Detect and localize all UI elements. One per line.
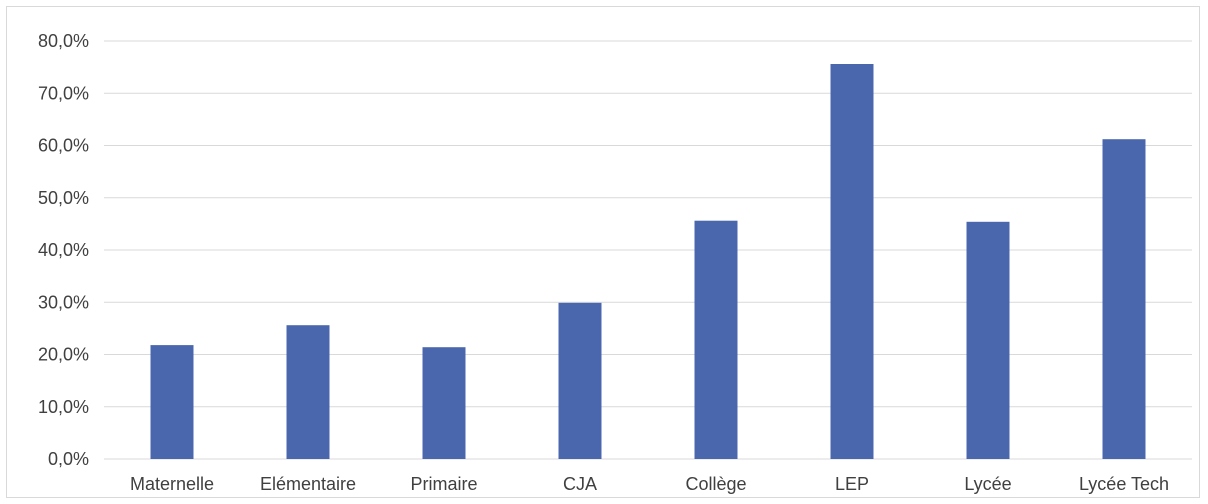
y-tick-label: 80,0%: [38, 31, 89, 51]
x-category-label: LEP: [835, 474, 869, 494]
bar-elémentaire: [286, 325, 330, 459]
gridlines: [104, 40, 1192, 460]
bar-cja: [558, 302, 602, 459]
x-category-label: Maternelle: [130, 474, 214, 494]
y-tick-label: 40,0%: [38, 240, 89, 260]
y-tick-label: 30,0%: [38, 292, 89, 312]
x-axis-categories: Maternelle Elémentaire Primaire CJA Collège L…: [130, 474, 1169, 494]
x-category-label: Lycée Tech: [1079, 474, 1169, 494]
y-tick-label: 70,0%: [38, 83, 89, 103]
y-tick-label: 20,0%: [38, 345, 89, 365]
bar-collège: [694, 220, 738, 459]
y-tick-label: 10,0%: [38, 397, 89, 417]
x-category-label: Collège: [685, 474, 746, 494]
bar-lycée: [966, 221, 1010, 459]
bar-lycée-tech: [1102, 139, 1146, 459]
bar-primaire: [422, 347, 466, 459]
bars: [150, 64, 1146, 459]
y-tick-label: 50,0%: [38, 188, 89, 208]
bar-maternelle: [150, 345, 194, 459]
x-category-label: Elémentaire: [260, 474, 356, 494]
x-category-label: Lycée: [964, 474, 1011, 494]
x-category-label: Primaire: [410, 474, 477, 494]
x-category-label: CJA: [563, 474, 597, 494]
bar-lep: [830, 64, 874, 459]
y-tick-label: 0,0%: [48, 449, 89, 469]
y-axis-ticks: 0,0% 10,0% 20,0% 30,0% 40,0% 50,0% 60,0% 70,0% 8…: [38, 31, 89, 469]
y-tick-label: 60,0%: [38, 136, 89, 156]
